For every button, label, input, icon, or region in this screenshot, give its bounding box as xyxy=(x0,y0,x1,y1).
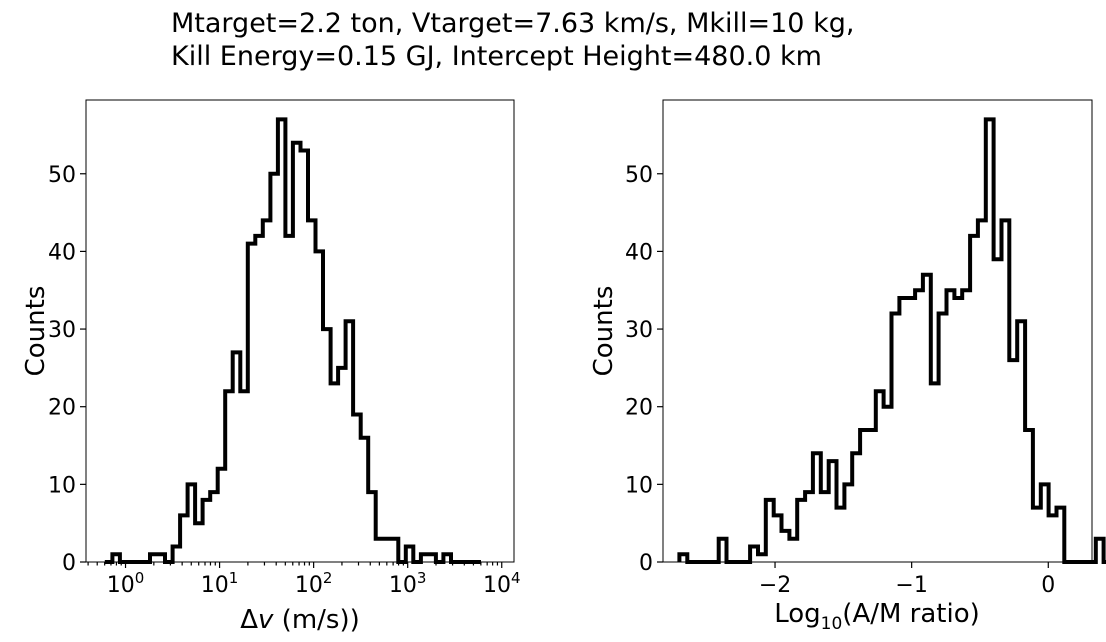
area-mass-y-tick-label: 50 xyxy=(625,163,653,188)
delta-v-x-ticks: 100 101 102 103 104 xyxy=(87,562,521,598)
area-mass-y-tick-label: 20 xyxy=(625,396,653,421)
delta-v-y-tick-label: 40 xyxy=(48,240,76,265)
area-mass-y-tick-label: 40 xyxy=(625,240,653,265)
area-mass-x-axis-label: Log10(A/M ratio) xyxy=(774,599,980,634)
area-mass-x-ticks: −2 −1 0 xyxy=(759,562,1055,598)
figure-title-line-1: Mtarget=2.2 ton, Vtarget=7.63 km/s, Mkil… xyxy=(171,8,854,39)
area-mass-x-tick-label: −2 xyxy=(759,573,791,598)
delta-v-x-tick-label: 100 xyxy=(107,569,145,598)
delta-v-y-tick-label: 30 xyxy=(48,318,76,343)
delta-v-plot-frame xyxy=(85,99,515,563)
delta-v-y-tick-label: 20 xyxy=(48,396,76,421)
area-mass-y-ticks: 0 10 20 30 40 50 xyxy=(625,163,663,576)
delta-v-y-tick-label: 0 xyxy=(62,551,76,576)
delta-v-y-tick-label: 10 xyxy=(48,473,76,498)
area-mass-histogram-panel: 0 10 20 30 40 50 −2 −1 0 Log10(A/M ratio) Count… xyxy=(589,99,1106,634)
area-mass-plot-frame xyxy=(662,99,1093,563)
delta-v-y-axis-label: Counts xyxy=(21,286,51,377)
delta-v-x-tick-label: 101 xyxy=(201,569,239,598)
figure-title-line-2: Kill Energy=0.15 GJ, Intercept Height=48… xyxy=(171,41,822,72)
delta-v-y-ticks: 0 10 20 30 40 50 xyxy=(48,163,86,576)
delta-v-x-axis-label: Δv (m/s)) xyxy=(240,605,360,635)
area-mass-x-tick-label: 0 xyxy=(1041,573,1055,598)
delta-v-histogram-panel: 0 10 20 30 40 50 100 101 102 103 104 Δv (m/s)) Co… xyxy=(21,99,521,635)
delta-v-x-tick-label: 103 xyxy=(389,569,427,598)
area-mass-y-axis-label: Counts xyxy=(589,286,619,377)
delta-v-x-tick-label: 104 xyxy=(483,569,521,598)
delta-v-x-tick-label: 102 xyxy=(295,569,333,598)
area-mass-x-tick-label: −1 xyxy=(895,573,927,598)
area-mass-y-tick-label: 30 xyxy=(625,318,653,343)
area-mass-y-tick-label: 0 xyxy=(639,551,653,576)
area-mass-y-tick-label: 10 xyxy=(625,473,653,498)
area-mass-histogram-step-line xyxy=(677,117,1106,564)
delta-v-y-tick-label: 50 xyxy=(48,163,76,188)
delta-v-histogram-step-line xyxy=(104,117,481,564)
